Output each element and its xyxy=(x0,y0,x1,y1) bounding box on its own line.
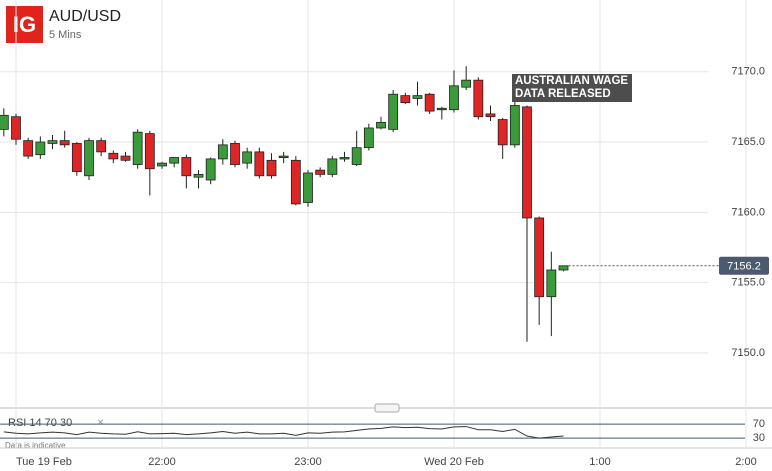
rsi-line xyxy=(3,426,564,439)
candle-body xyxy=(144,133,155,170)
candle-body xyxy=(473,79,484,118)
x-tick-label: Wed 20 Feb xyxy=(424,456,484,468)
candle-body xyxy=(436,107,447,111)
candle-body xyxy=(157,162,167,167)
candle-body xyxy=(303,172,313,203)
candle-body xyxy=(485,113,496,118)
x-tick-label: 23:00 xyxy=(294,456,322,468)
candle-body xyxy=(497,119,508,146)
candle-body xyxy=(546,269,557,298)
x-tick-label: 22:00 xyxy=(148,456,176,468)
candle-body xyxy=(449,85,459,111)
rsi-tick-label: 30 xyxy=(753,432,765,444)
candle-body xyxy=(0,114,9,130)
candle-body xyxy=(339,157,350,160)
candle-body xyxy=(412,95,423,99)
logo-box xyxy=(6,6,43,43)
candle-body xyxy=(193,173,204,178)
y-tick-label: 7160.0 xyxy=(731,206,765,218)
x-tick-label: 2:00 xyxy=(735,456,756,468)
candle-body xyxy=(59,140,70,146)
y-tick-label: 7165.0 xyxy=(731,136,765,148)
annotation-text: DATA RELEASED xyxy=(515,88,611,100)
candle-body xyxy=(205,158,216,181)
candle-body xyxy=(169,157,180,164)
candle-body xyxy=(558,265,569,271)
candle-body xyxy=(35,141,46,156)
candle-body xyxy=(242,151,253,164)
last-price-tag xyxy=(719,256,769,275)
x-tick-label: Tue 19 Feb xyxy=(16,456,72,468)
candle-body xyxy=(327,158,338,175)
annotation-box xyxy=(512,74,632,102)
candle-body xyxy=(23,140,34,157)
candle-body xyxy=(461,79,472,88)
rsi-close[interactable]: × xyxy=(97,415,104,429)
candle-body xyxy=(509,105,520,146)
candle-body xyxy=(217,144,228,160)
candle-body xyxy=(47,140,58,144)
chart-subtitle: 5 Mins xyxy=(49,29,82,41)
y-tick-label: 7170.0 xyxy=(731,66,765,78)
footnote: Data is indicative xyxy=(5,441,66,450)
candle-body xyxy=(181,157,192,177)
candle-body xyxy=(132,131,143,165)
candle-body xyxy=(108,152,119,160)
candle-body xyxy=(388,93,399,130)
y-tick-label: 7155.0 xyxy=(731,277,765,289)
candle-body xyxy=(363,127,374,149)
candle-body xyxy=(522,106,532,219)
candle-body xyxy=(278,155,289,158)
candle-body xyxy=(290,159,301,205)
y-tick-label: 7150.0 xyxy=(731,347,765,359)
candle-body xyxy=(315,169,326,175)
candle-body xyxy=(11,116,21,140)
candle-body xyxy=(120,155,131,161)
candle-body xyxy=(534,217,545,298)
annotation-text: AUSTRALIAN WAGE xyxy=(515,75,628,87)
candle-body xyxy=(351,147,362,165)
rsi-label: RSI 14 70 30 xyxy=(8,417,72,429)
x-tick-label: 1:00 xyxy=(589,456,610,468)
candle-body xyxy=(266,159,277,177)
logo: IG xyxy=(13,12,36,37)
candle-body xyxy=(230,143,240,165)
last-price-label: 7156.2 xyxy=(727,261,761,273)
candle-body xyxy=(376,121,386,129)
rsi-tick-label: 70 xyxy=(753,418,765,430)
resize-handle[interactable] xyxy=(374,403,400,413)
candle-body xyxy=(84,140,94,177)
candle-body xyxy=(96,140,107,153)
candle-body xyxy=(424,93,435,112)
candle-body xyxy=(71,143,82,172)
candle-body xyxy=(254,151,265,177)
chart-title: AUD/USD xyxy=(49,8,121,25)
candle-body xyxy=(400,95,411,104)
